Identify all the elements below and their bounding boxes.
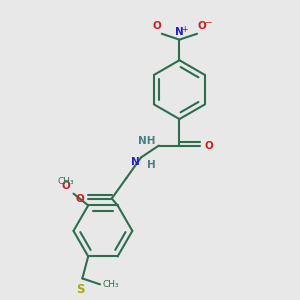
Text: N: N — [175, 27, 184, 37]
Text: CH₃: CH₃ — [103, 280, 119, 289]
Text: O: O — [75, 194, 84, 203]
Text: O: O — [197, 21, 206, 31]
Text: N: N — [131, 157, 140, 167]
Text: O: O — [62, 181, 70, 191]
Text: +: + — [181, 25, 187, 34]
Text: −: − — [204, 17, 212, 26]
Text: O: O — [204, 141, 213, 151]
Text: O: O — [153, 21, 162, 31]
Text: H: H — [147, 160, 156, 170]
Text: CH₃: CH₃ — [58, 177, 74, 186]
Text: NH: NH — [138, 136, 155, 146]
Text: S: S — [76, 283, 85, 296]
